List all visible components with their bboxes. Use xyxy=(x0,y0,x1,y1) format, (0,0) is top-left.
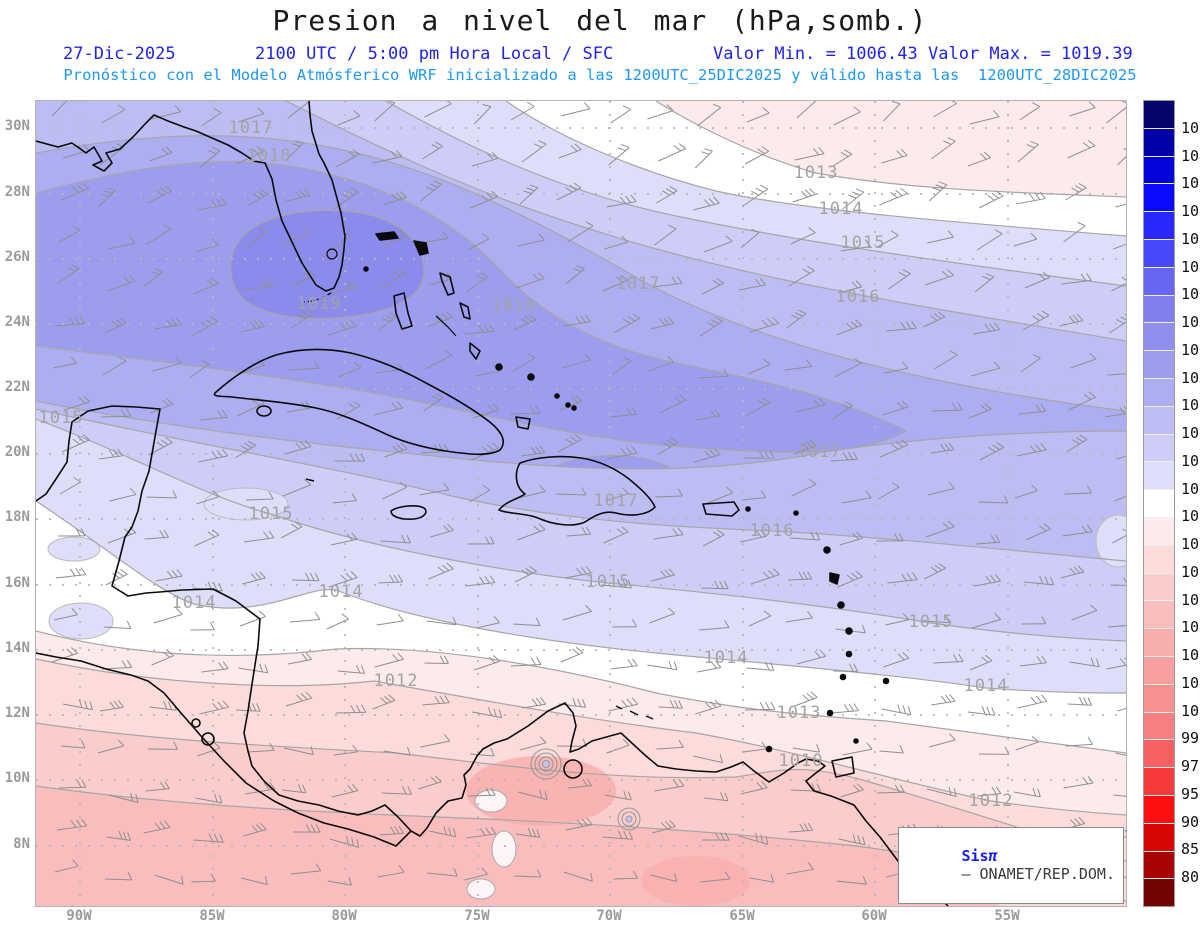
colorbar-cell xyxy=(1144,600,1174,629)
lon-label: 80W xyxy=(331,908,357,924)
colorbar-cell xyxy=(1144,294,1174,323)
colorbar-cell xyxy=(1144,155,1174,184)
lat-label: 12N xyxy=(4,705,30,721)
valor-min: Valor Min. = 1006.43 xyxy=(713,44,918,64)
colorbar-cell xyxy=(1144,405,1174,434)
valor-max: Valor Max. = 1019.39 xyxy=(928,44,1133,64)
colorbar-cell xyxy=(1144,377,1174,406)
credit-badge: Sisπ – ONAMET/REP.DOM. xyxy=(898,827,1124,904)
colorbar-cell xyxy=(1144,767,1174,795)
colorbar-label: 1017 xyxy=(1181,396,1200,415)
pressure-map-svg xyxy=(36,101,1126,906)
colorbar-cell xyxy=(1144,183,1174,212)
colorbar-label: 1028 xyxy=(1181,229,1200,248)
colorbar-label: 1004 xyxy=(1181,646,1200,665)
colorbar-label: 1010 xyxy=(1181,562,1200,581)
lon-label: 75W xyxy=(464,908,490,924)
colorbar-cell xyxy=(1144,211,1174,239)
lat-label: 8N xyxy=(13,836,30,852)
pressure-fill-layers xyxy=(36,101,1126,906)
colorbar-label: 1015 xyxy=(1181,451,1200,470)
colorbar-label: 1020 xyxy=(1181,313,1200,332)
lat-label: 22N xyxy=(4,379,30,395)
colorbar-cell xyxy=(1144,850,1174,879)
colorbar-cell xyxy=(1144,238,1174,267)
wind-barbs xyxy=(51,101,1126,890)
credit-pi-icon: π xyxy=(988,847,998,865)
colorbar-label: 1025 xyxy=(1181,257,1200,276)
map-plot-area: 1017 1018 1013 1014 1015 1016 1017 1018 1019 1015… xyxy=(35,100,1127,907)
colorbar-cell xyxy=(1144,655,1174,684)
colorbar-label: 1013 xyxy=(1181,507,1200,526)
lat-label: 26N xyxy=(4,249,30,265)
colorbar-label: 1018 xyxy=(1181,368,1200,387)
page-title: Presion a nivel del mar (hPa,somb.) xyxy=(272,4,928,37)
colorbar-label: 800 xyxy=(1181,868,1200,887)
lat-label: 18N xyxy=(4,509,30,525)
lon-label: 70W xyxy=(596,908,622,924)
colorbar-cell xyxy=(1144,739,1174,768)
lat-label: 30N xyxy=(4,118,30,134)
lon-label: 85W xyxy=(199,908,225,924)
lon-label: 60W xyxy=(861,908,887,924)
lat-label: 28N xyxy=(4,184,30,200)
lat-label: 14N xyxy=(4,640,30,656)
colorbar-cell xyxy=(1144,822,1174,851)
lat-label: 10N xyxy=(4,770,30,786)
colorbar-label: 1030 xyxy=(1181,202,1200,221)
colorbar-label: 1035 xyxy=(1181,174,1200,193)
coastlines xyxy=(36,101,949,906)
lat-label: 24N xyxy=(4,314,30,330)
colorbar-label: 1006 xyxy=(1181,618,1200,637)
lat-label: 16N xyxy=(4,575,30,591)
colorbar-cell xyxy=(1144,711,1174,740)
colorbar-cell xyxy=(1144,489,1174,517)
colorbar-cell xyxy=(1144,322,1174,351)
lon-label: 90W xyxy=(66,908,92,924)
credit-sis: Sis xyxy=(961,847,989,865)
colorbar-cell xyxy=(1144,127,1174,156)
colorbar-label: 1040 xyxy=(1181,146,1200,165)
lon-label: 65W xyxy=(729,908,755,924)
run-date: 27-Dic-2025 xyxy=(63,44,176,64)
run-time: 2100 UTC / 5:00 pm Hora Local / SFC xyxy=(255,44,614,64)
colorbar-cell xyxy=(1144,544,1174,573)
pressure-colorbar xyxy=(1143,100,1175,907)
colorbar-cell xyxy=(1144,101,1174,128)
colorbar-label: 1014 xyxy=(1181,479,1200,498)
colorbar-cell xyxy=(1144,516,1174,545)
colorbar-label: 1002 xyxy=(1181,673,1200,692)
colorbar-cell xyxy=(1144,878,1174,907)
forecast-line: Pronóstico con el Modelo Atmósferico WRF… xyxy=(63,66,1137,84)
colorbar-cell xyxy=(1144,794,1174,823)
low-center-rings xyxy=(530,748,641,831)
colorbar-cell xyxy=(1144,628,1174,656)
colorbar-cell xyxy=(1144,461,1174,490)
colorbar-label: 970 xyxy=(1181,757,1200,776)
credit-org: – ONAMET/REP.DOM. xyxy=(961,865,1115,883)
colorbar-cell xyxy=(1144,266,1174,295)
lon-label: 55W xyxy=(994,908,1020,924)
colorbar-cell xyxy=(1144,433,1174,462)
colorbar-label: 990 xyxy=(1181,729,1200,748)
colorbar-label: 1012 xyxy=(1181,535,1200,554)
colorbar-label: 1022 xyxy=(1181,285,1200,304)
colorbar-label: 1016 xyxy=(1181,424,1200,443)
colorbar-cell xyxy=(1144,572,1174,601)
colorbar-label: 900 xyxy=(1181,812,1200,831)
colorbar-label: 1050 xyxy=(1181,118,1200,137)
colorbar-label: 1000 xyxy=(1181,701,1200,720)
colorbar-label: 850 xyxy=(1181,840,1200,859)
colorbar-cell xyxy=(1144,683,1174,712)
colorbar-cell xyxy=(1144,350,1174,378)
lat-label: 20N xyxy=(4,444,30,460)
colorbar-label: 1008 xyxy=(1181,590,1200,609)
colorbar-label: 950 xyxy=(1181,784,1200,803)
colorbar-label: 1019 xyxy=(1181,340,1200,359)
